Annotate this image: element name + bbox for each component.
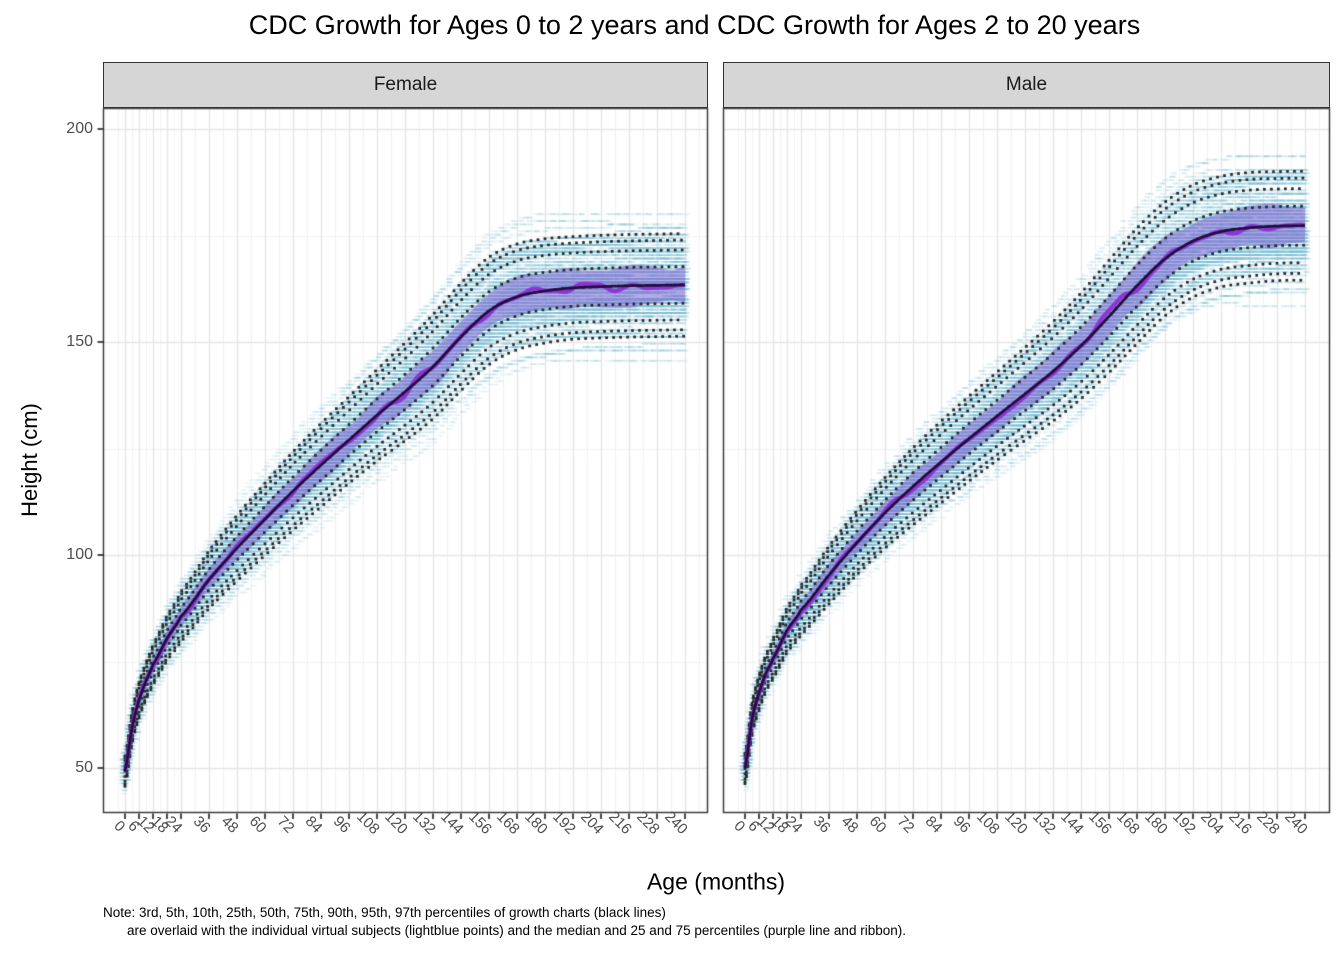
y-tick-label: 200	[66, 119, 93, 137]
plot-title: CDC Growth for Ages 0 to 2 years and CDC…	[248, 10, 1141, 40]
x-axis-title: Age (months)	[646, 868, 786, 895]
y-axis-title: Height (cm)	[17, 403, 42, 517]
y-tick-label: 100	[66, 545, 93, 563]
facet-strip-male: Male	[723, 62, 1330, 108]
facet-strip-female: Female	[103, 62, 708, 108]
caption-line-1: Note: 3rd, 5th, 10th, 25th, 50th, 75th, …	[103, 905, 666, 920]
caption-line-2: are overlaid with the individual virtual…	[127, 922, 906, 938]
y-tick-label: 50	[75, 758, 93, 776]
facet-strip-male-label: Male	[1005, 74, 1048, 95]
figure-caption: Note: 3rd, 5th, 10th, 25th, 50th, 75th, …	[103, 904, 906, 939]
y-tick-label: 150	[66, 332, 93, 350]
facet-strip-female-label: Female	[373, 74, 438, 95]
